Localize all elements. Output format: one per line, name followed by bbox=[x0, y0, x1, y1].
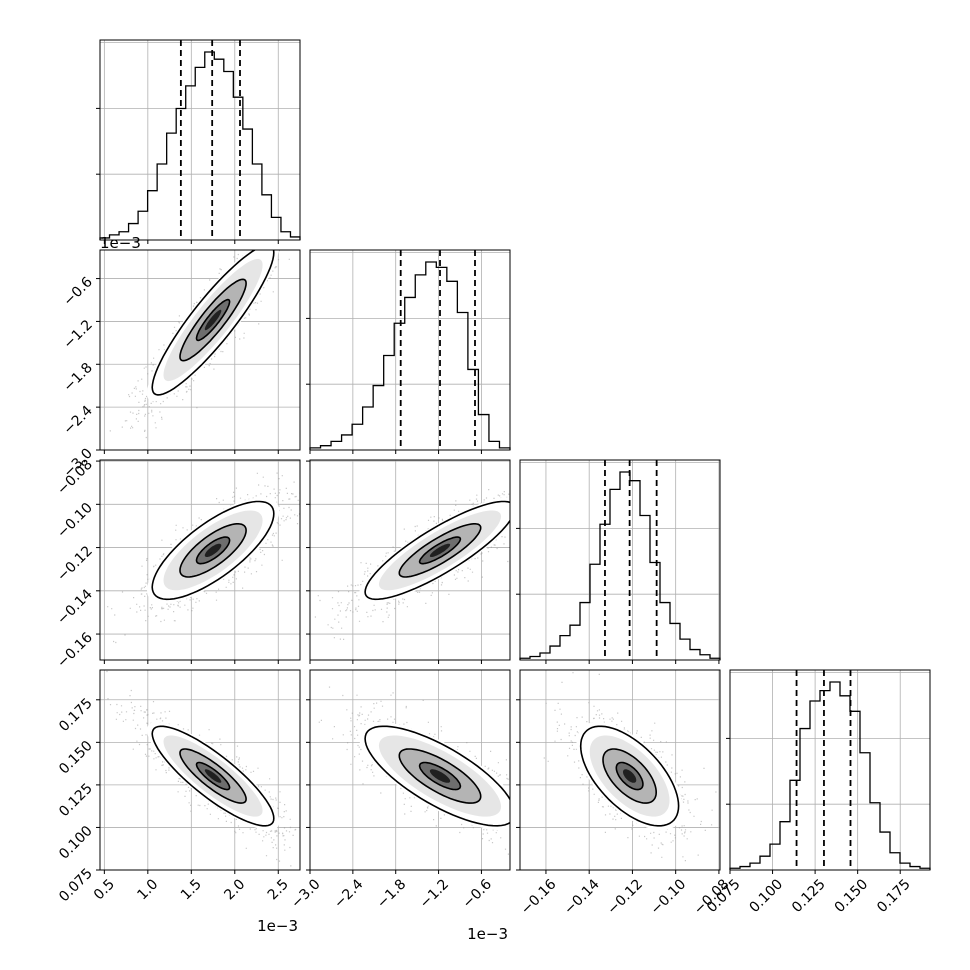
histogram-panel-4 bbox=[726, 669, 931, 874]
x-offset-label-2: 1e−3 bbox=[467, 925, 508, 943]
density-fill bbox=[204, 769, 222, 783]
contour-line-2 bbox=[602, 748, 658, 804]
contour-line-1 bbox=[418, 761, 462, 791]
panel-frame bbox=[729, 669, 931, 871]
panel-frame bbox=[519, 459, 721, 661]
density-fill bbox=[623, 769, 637, 783]
scatter-points bbox=[106, 670, 297, 867]
contour-line-3 bbox=[364, 725, 510, 827]
panel-frame bbox=[309, 669, 511, 871]
scatter-panel-1-2 bbox=[96, 249, 301, 454]
histogram-panel-1 bbox=[96, 39, 301, 244]
density-fill bbox=[429, 769, 451, 783]
y-offset-label: 1e−3 bbox=[100, 234, 141, 252]
contour-line-1 bbox=[195, 298, 231, 342]
panel-frame bbox=[309, 249, 511, 451]
contour-line-1 bbox=[195, 761, 231, 791]
contour-line-1 bbox=[195, 536, 231, 565]
contour-line-3 bbox=[579, 725, 680, 827]
histogram-panel-3 bbox=[516, 459, 721, 664]
histogram-step-line bbox=[519, 471, 721, 660]
contour-line-3 bbox=[151, 250, 275, 396]
contour-line-2 bbox=[398, 523, 482, 578]
panel-frame bbox=[99, 459, 301, 661]
panel-frame bbox=[99, 39, 301, 241]
scatter-panel-1-3 bbox=[96, 459, 301, 664]
panel-frame bbox=[309, 459, 511, 661]
contour-line-2 bbox=[179, 278, 247, 362]
histogram-step-line bbox=[99, 51, 301, 240]
contour-line-2 bbox=[179, 523, 247, 578]
panel-frame bbox=[519, 669, 721, 871]
density-fill bbox=[204, 543, 222, 557]
histogram-step-line bbox=[309, 261, 511, 450]
contour-line-2 bbox=[398, 748, 482, 804]
contour-line-3 bbox=[364, 500, 510, 601]
histogram-panel-2 bbox=[306, 249, 511, 454]
panel-frame bbox=[99, 249, 301, 451]
scatter-panel-3-4 bbox=[516, 669, 721, 874]
x-offset-label-1: 1e−3 bbox=[257, 917, 298, 935]
scatter-panel-2-3 bbox=[306, 459, 511, 664]
scatter-panel-1-4 bbox=[96, 669, 301, 874]
histogram-step-line bbox=[729, 681, 931, 870]
contour-line-1 bbox=[615, 761, 644, 791]
scatter-panel-2-4 bbox=[306, 669, 511, 874]
contour-line-3 bbox=[151, 500, 275, 601]
contour-line-3 bbox=[151, 725, 275, 827]
density-fill bbox=[429, 543, 451, 557]
contour-line-1 bbox=[418, 536, 462, 565]
panel-frame bbox=[99, 669, 301, 871]
density-fill bbox=[204, 309, 222, 331]
contour-line-2 bbox=[179, 748, 247, 804]
